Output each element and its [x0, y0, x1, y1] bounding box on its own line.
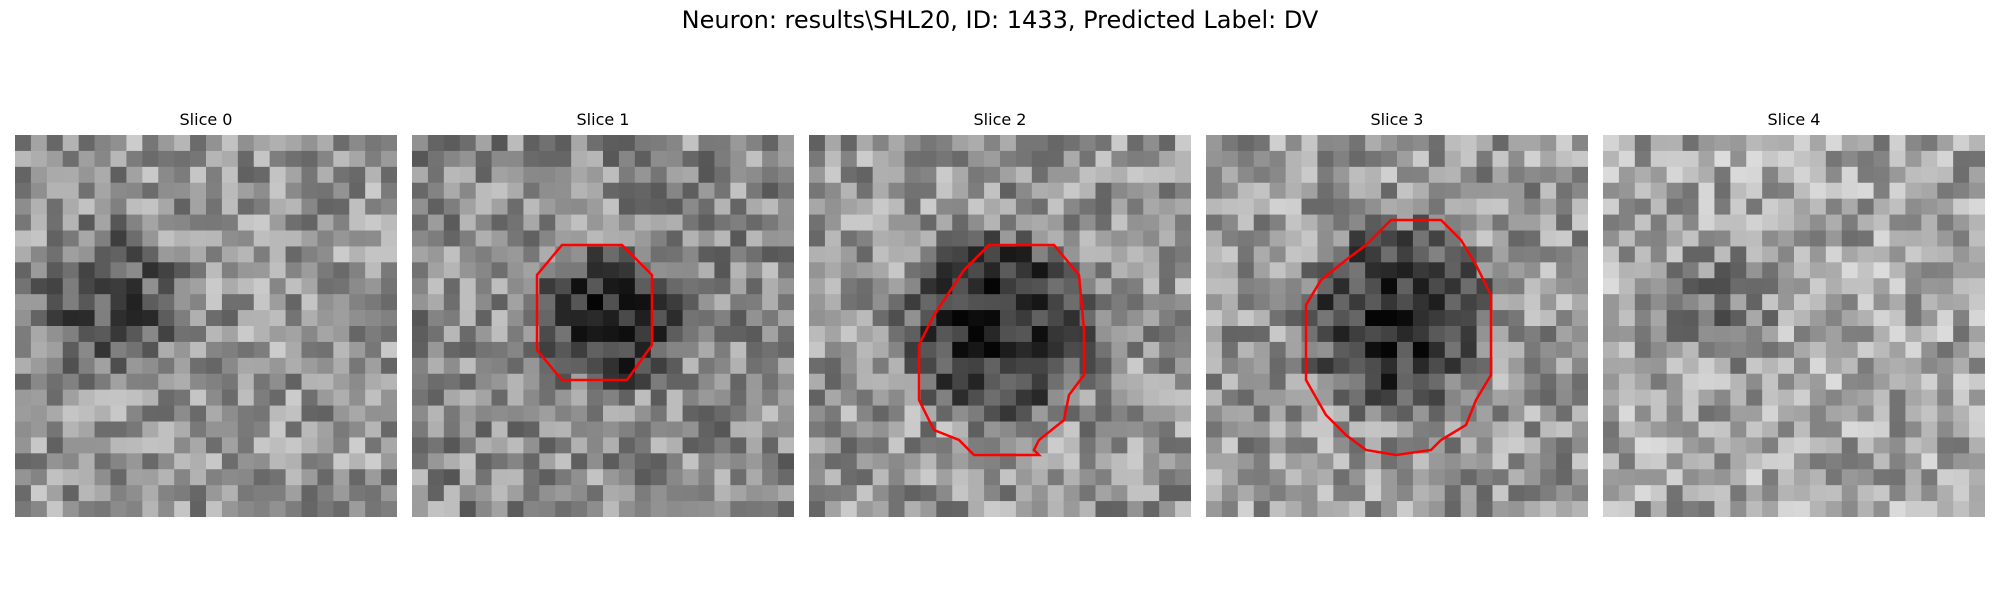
slice-panel-3: Slice 3	[1206, 109, 1588, 517]
slice-title-0: Slice 0	[179, 110, 233, 129]
slice-title-3: Slice 3	[1370, 110, 1424, 129]
roi-contour	[1304, 218, 1493, 457]
slice-title-4: Slice 4	[1767, 110, 1821, 129]
slice-panel-0: Slice 0	[15, 109, 397, 517]
roi-contour	[535, 243, 654, 382]
slice-image-4	[1603, 135, 1985, 517]
slice-panel-2: Slice 2	[809, 109, 1191, 517]
slice-image-3	[1206, 135, 1588, 517]
slice-panel-4: Slice 4	[1603, 109, 1985, 517]
slice-title-2: Slice 2	[973, 110, 1027, 129]
slice-image-2	[809, 135, 1191, 517]
slice-title-1: Slice 1	[576, 110, 630, 129]
roi-contour	[917, 243, 1086, 457]
figure-title: Neuron: results\SHL20, ID: 1433, Predict…	[681, 6, 1319, 34]
slice-image-0	[15, 135, 397, 517]
slice-image-1	[412, 135, 794, 517]
slice-panel-1: Slice 1	[412, 109, 794, 517]
